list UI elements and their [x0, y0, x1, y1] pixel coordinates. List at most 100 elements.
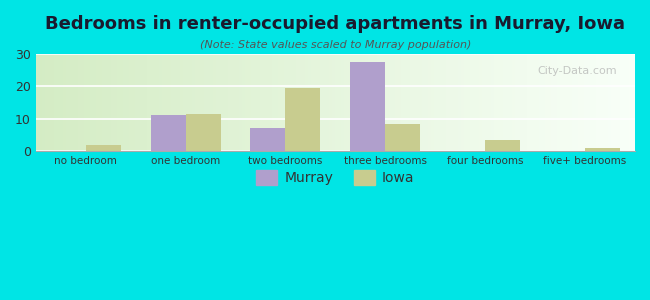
Bar: [410, 54, 413, 151]
Bar: [302, 54, 305, 151]
Bar: [227, 54, 231, 151]
Bar: [614, 54, 617, 151]
Bar: [521, 54, 524, 151]
Bar: [623, 54, 626, 151]
Bar: [278, 54, 281, 151]
Bar: [611, 54, 614, 151]
Bar: [123, 54, 125, 151]
Bar: [485, 140, 520, 151]
Bar: [354, 54, 356, 151]
Bar: [356, 54, 359, 151]
Bar: [509, 54, 512, 151]
Bar: [81, 54, 84, 151]
Bar: [150, 54, 153, 151]
Bar: [131, 54, 135, 151]
Bar: [482, 54, 485, 151]
Bar: [78, 54, 81, 151]
Bar: [84, 54, 86, 151]
Bar: [120, 54, 123, 151]
Bar: [566, 54, 569, 151]
Bar: [151, 116, 185, 151]
Bar: [51, 54, 54, 151]
Bar: [377, 54, 380, 151]
Bar: [572, 54, 575, 151]
Bar: [455, 54, 458, 151]
Title: Bedrooms in renter-occupied apartments in Murray, Iowa: Bedrooms in renter-occupied apartments i…: [46, 15, 625, 33]
Bar: [395, 54, 398, 151]
Bar: [209, 54, 213, 151]
Bar: [144, 54, 147, 151]
Bar: [533, 54, 536, 151]
Bar: [218, 54, 222, 151]
Bar: [339, 54, 341, 151]
Bar: [593, 54, 596, 151]
Bar: [512, 54, 515, 151]
Bar: [138, 54, 140, 151]
Bar: [524, 54, 527, 151]
Bar: [491, 54, 494, 151]
Bar: [153, 54, 155, 151]
Bar: [560, 54, 563, 151]
Bar: [590, 54, 593, 151]
Bar: [306, 54, 308, 151]
Bar: [596, 54, 599, 151]
Bar: [380, 54, 384, 151]
Bar: [272, 54, 276, 151]
Bar: [599, 54, 602, 151]
Bar: [248, 54, 252, 151]
Bar: [62, 54, 66, 151]
Bar: [473, 54, 476, 151]
Bar: [515, 54, 518, 151]
Bar: [147, 54, 150, 151]
Bar: [246, 54, 248, 151]
Bar: [419, 54, 422, 151]
Bar: [581, 54, 584, 151]
Bar: [476, 54, 479, 151]
Bar: [506, 54, 509, 151]
Bar: [416, 54, 419, 151]
Bar: [233, 54, 237, 151]
Bar: [155, 54, 159, 151]
Bar: [401, 54, 404, 151]
Bar: [374, 54, 377, 151]
Bar: [485, 54, 488, 151]
Bar: [605, 54, 608, 151]
Bar: [578, 54, 581, 151]
Bar: [632, 54, 635, 151]
Bar: [527, 54, 530, 151]
Bar: [263, 54, 266, 151]
Bar: [365, 54, 369, 151]
Bar: [42, 54, 45, 151]
Bar: [242, 54, 246, 151]
Bar: [224, 54, 227, 151]
Bar: [503, 54, 506, 151]
Bar: [422, 54, 425, 151]
Bar: [557, 54, 560, 151]
Bar: [105, 54, 108, 151]
Bar: [497, 54, 500, 151]
Bar: [47, 54, 51, 151]
Bar: [479, 54, 482, 151]
Bar: [96, 54, 99, 151]
Bar: [575, 54, 578, 151]
Bar: [617, 54, 620, 151]
Bar: [452, 54, 455, 151]
Bar: [330, 54, 332, 151]
Bar: [75, 54, 78, 151]
Bar: [66, 54, 69, 151]
Bar: [434, 54, 437, 151]
Bar: [203, 54, 207, 151]
Bar: [393, 54, 395, 151]
Bar: [428, 54, 431, 151]
Bar: [488, 54, 491, 151]
Bar: [554, 54, 557, 151]
Bar: [447, 54, 449, 151]
Bar: [539, 54, 542, 151]
Bar: [440, 54, 443, 151]
Bar: [188, 54, 192, 151]
Bar: [386, 54, 389, 151]
Bar: [347, 54, 350, 151]
Bar: [548, 54, 551, 151]
Bar: [116, 54, 120, 151]
Bar: [563, 54, 566, 151]
